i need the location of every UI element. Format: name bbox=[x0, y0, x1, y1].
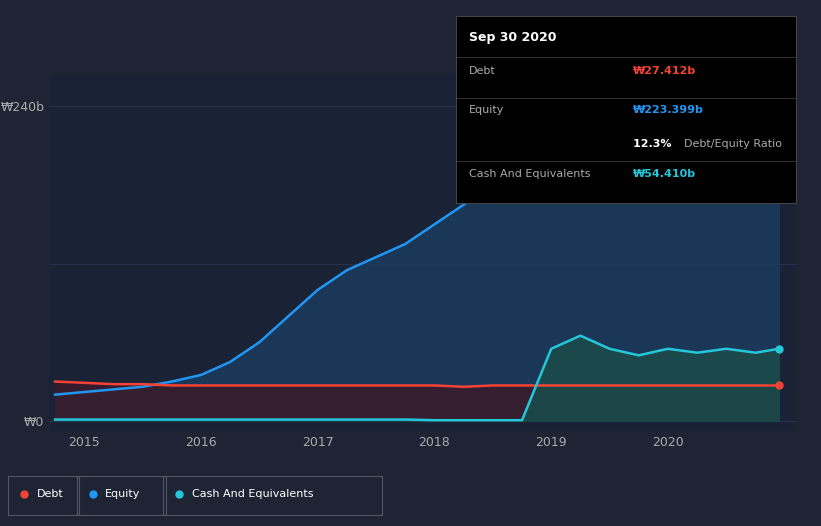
Text: Debt/Equity Ratio: Debt/Equity Ratio bbox=[684, 139, 782, 149]
Text: Debt: Debt bbox=[37, 489, 64, 500]
Text: ₩27.412b: ₩27.412b bbox=[633, 66, 696, 76]
Text: ₩223.399b: ₩223.399b bbox=[633, 105, 704, 115]
Text: ₩54.410b: ₩54.410b bbox=[633, 169, 696, 179]
Text: Sep 30 2020: Sep 30 2020 bbox=[470, 31, 557, 44]
Text: Debt: Debt bbox=[470, 66, 496, 76]
Text: 12.3%: 12.3% bbox=[633, 139, 679, 149]
Text: Cash And Equivalents: Cash And Equivalents bbox=[470, 169, 591, 179]
Text: Cash And Equivalents: Cash And Equivalents bbox=[192, 489, 314, 500]
Text: Equity: Equity bbox=[470, 105, 505, 115]
Text: Equity: Equity bbox=[105, 489, 140, 500]
